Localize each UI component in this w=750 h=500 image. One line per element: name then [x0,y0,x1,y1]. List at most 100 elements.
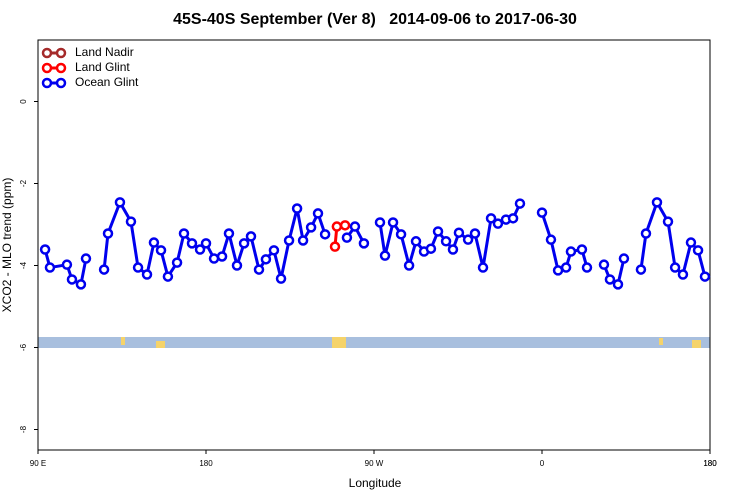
x-tick-label: 180 [703,459,717,468]
data-point [604,274,616,285]
y-tick-label: 0 [19,99,28,104]
data-point [283,235,295,246]
data-point [618,253,630,264]
data-point [155,245,167,256]
x-tick-label: 90 E [30,459,46,468]
data-point [208,253,220,264]
data-point [565,246,577,257]
y-tick-label: -4 [19,261,28,269]
data-point [477,262,489,273]
plot-frame [37,39,711,451]
data-point [331,221,343,232]
data-point [651,197,663,208]
data-point [669,262,681,273]
data-point [685,237,697,248]
data-point [238,238,250,249]
data-point [341,232,353,243]
data-point [560,262,572,273]
data-point [379,250,391,261]
data-point [186,238,198,249]
data-point [447,244,459,255]
data-point [432,226,444,237]
data-point [677,269,689,280]
data-point [61,259,73,270]
land-patch [121,337,125,345]
data-point [425,243,437,254]
data-point [692,245,704,256]
land-patch [659,338,663,345]
data-point [453,227,465,238]
data-point [395,229,407,240]
data-point [44,262,56,273]
data-point [75,279,87,290]
legend-marker [55,47,67,59]
data-point [507,213,519,224]
data-point [612,279,624,290]
data-point [297,235,309,246]
data-point [410,236,422,247]
x-tick-label: 0 [540,459,545,468]
data-point [80,253,92,264]
data-point [200,238,212,249]
data-point [132,262,144,273]
data-point [492,218,504,229]
data-point [581,262,593,273]
data-point [102,228,114,239]
y-axis-label: XCO2 - MLO trend (ppm) [0,178,14,313]
data-point [339,220,351,231]
legend-marker [55,77,67,89]
data-point [374,217,386,228]
data-point [260,254,272,265]
data-point [699,271,711,282]
legend-marker [41,62,53,74]
data-point [545,234,557,245]
land-patch [332,337,346,348]
data-point [514,198,526,209]
x-axis-label: Longitude [349,476,402,490]
data-point [349,221,361,232]
y-tick-label: -8 [19,425,28,433]
data-point [245,231,257,242]
legend-label: Ocean Glint [75,75,139,89]
y-tick-label: -2 [19,179,28,187]
data-point [576,244,588,255]
legend-marker [41,77,53,89]
land-patch [692,340,701,348]
land-patch [156,341,165,348]
data-point [216,251,228,262]
data-point [223,228,235,239]
data-point [148,237,160,248]
legend-marker [41,47,53,59]
data-point [275,273,287,284]
data-point [319,229,331,240]
data-point [462,234,474,245]
x-tick-label: 180 [199,459,213,468]
data-point [358,238,370,249]
data-point [536,207,548,218]
data-point [640,228,652,239]
y-tick-label: -6 [19,343,28,351]
data-point [268,245,280,256]
legend-label: Land Nadir [75,45,134,59]
legend-marker [55,62,67,74]
data-point [485,213,497,224]
data-point [39,244,51,255]
legend-label: Land Glint [75,60,130,74]
data-point [387,217,399,228]
data-point [253,264,265,275]
data-point [635,264,647,275]
x-tick-label: 180 [703,459,717,468]
data-point [291,203,303,214]
data-point [312,208,324,219]
data-point [305,222,317,233]
data-point [194,244,206,255]
data-point [114,197,126,208]
data-point [171,257,183,268]
data-point [469,228,481,239]
data-point [178,228,190,239]
data-point [141,269,153,280]
x-tick-label: 90 W [365,459,384,468]
data-point [125,216,137,227]
data-point [403,260,415,271]
